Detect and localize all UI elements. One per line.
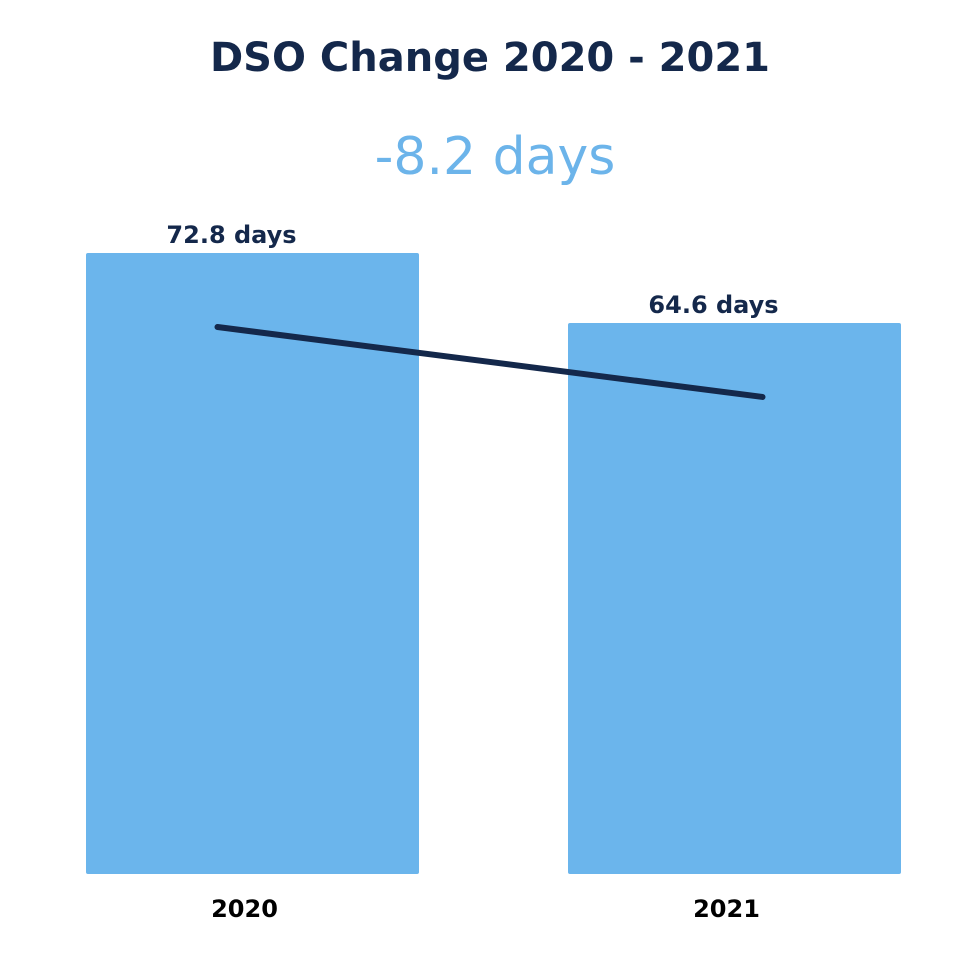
bar bbox=[86, 253, 419, 874]
x-tick-label: 2021 bbox=[693, 895, 760, 923]
bar bbox=[568, 322, 901, 874]
x-tick-label: 2020 bbox=[211, 895, 278, 923]
value-label: 72.8 days bbox=[166, 221, 296, 249]
chart-title: DSO Change 2020 - 2021 bbox=[210, 35, 770, 81]
change-annotation: -8.2 days bbox=[375, 127, 616, 187]
trend-line bbox=[214, 324, 766, 400]
value-label: 64.6 days bbox=[648, 291, 778, 319]
